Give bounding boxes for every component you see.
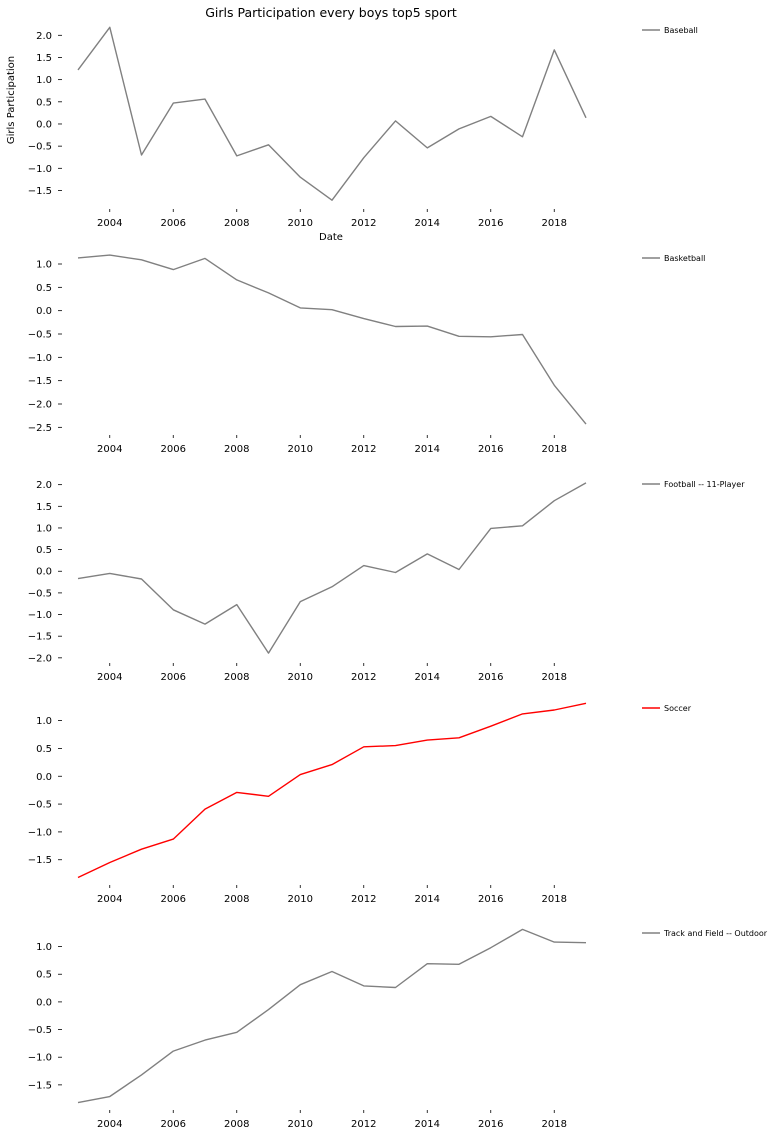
x-tick-label: 2014 [415, 444, 440, 455]
y-tick-label: 0.0 [36, 997, 52, 1008]
y-tick-label: 1.0 [36, 260, 52, 271]
subplot-4: −1.5 −1.0 −0.5 0.0 0.5 1.0 2004 2006 2008 2010 201… [28, 702, 692, 905]
x-tick-label: 2014 [415, 672, 440, 683]
x-tick-label: 2014 [415, 894, 440, 905]
x-tick-label: 2004 [97, 218, 122, 229]
y-tick-label: −0.5 [28, 1025, 52, 1036]
y-tick-label: −0.5 [28, 588, 52, 599]
legend-label: Soccer [664, 704, 692, 713]
x-tick-label: 2012 [351, 1119, 376, 1130]
y-tick-label: −1.5 [28, 376, 52, 387]
x-tick-label: 2016 [478, 894, 503, 905]
y-tick-label: 0.5 [36, 97, 52, 108]
y-tick-label: −1.5 [28, 855, 52, 866]
x-tick-label: 2012 [351, 218, 376, 229]
x-tick-label: 2016 [478, 1119, 503, 1130]
chart-title: Girls Participation every boys top5 spor… [205, 5, 457, 20]
x-tick-label: 2010 [288, 218, 313, 229]
x-tick-label: 2008 [224, 894, 249, 905]
y-tick-label: 1.0 [36, 716, 52, 727]
y-tick-label: −2.5 [28, 423, 52, 434]
y-tick-label: −0.5 [28, 142, 52, 153]
x-tick-label: 2006 [161, 672, 186, 683]
subplot-1: Girls Participation every boys top5 spor… [6, 5, 698, 243]
y-tick-label: 0.5 [36, 970, 52, 981]
subplot-3: −2.0 −1.5 −1.0 −0.5 0.0 0.5 1.0 1.5 2.0 2004 2006 2… [28, 480, 745, 683]
y-tick-label: 1.0 [36, 75, 52, 86]
y-tick-label: 0.0 [36, 306, 52, 317]
x-tick-label: 2012 [351, 672, 376, 683]
x-tick-label: 2010 [288, 1119, 313, 1130]
y-tick-label: 0.0 [36, 567, 52, 578]
y-tick-label: 0.0 [36, 119, 52, 130]
y-tick-label: −1.0 [28, 610, 52, 621]
series-line-baseball [77, 26, 587, 201]
y-tick-label: −0.5 [28, 800, 52, 811]
y-tick-label: 0.5 [36, 744, 52, 755]
subplot-2: −2.5 −2.0 −1.5 −1.0 −0.5 0.0 0.5 1.0 2004 2006 200… [28, 254, 706, 455]
y-tick-label: −1.5 [28, 632, 52, 643]
y-tick-label: 2.0 [36, 31, 52, 42]
x-tick-label: 2012 [351, 894, 376, 905]
x-tick-label: 2006 [161, 1119, 186, 1130]
x-tick-label: 2008 [224, 218, 249, 229]
y-tick-label: −1.0 [28, 827, 52, 838]
x-tick-label: 2004 [97, 894, 122, 905]
series-line-football-11-player [77, 482, 587, 654]
x-tick-label: 2016 [478, 672, 503, 683]
series-line-basketball [77, 254, 587, 425]
y-tick-label: 0.0 [36, 772, 52, 783]
x-tick-label: 2012 [351, 444, 376, 455]
x-tick-label: 2018 [542, 1119, 567, 1130]
y-tick-label: −1.0 [28, 353, 52, 364]
x-tick-label: 2006 [161, 218, 186, 229]
y-tick-label: 0.5 [36, 545, 52, 556]
y-tick-label: −1.5 [28, 186, 52, 197]
x-tick-label: 2004 [97, 672, 122, 683]
legend-label: Football -- 11-Player [664, 480, 745, 489]
x-tick-label: 2018 [542, 444, 567, 455]
y-tick-label: 1.0 [36, 942, 52, 953]
x-tick-label: 2018 [542, 672, 567, 683]
x-tick-label: 2010 [288, 894, 313, 905]
y-tick-label: 1.5 [36, 53, 52, 64]
x-tick-label: 2004 [97, 444, 122, 455]
y-tick-label: 1.0 [36, 523, 52, 534]
x-tick-label: 2014 [415, 1119, 440, 1130]
y-tick-label: −0.5 [28, 330, 52, 341]
y-tick-label: 0.5 [36, 283, 52, 294]
subplot-5: −1.5 −1.0 −0.5 0.0 0.5 1.0 2004 2006 2008 2010 201… [28, 928, 768, 1130]
legend-label: Track and Field -- Outdoor [663, 929, 768, 938]
y-tick-label: −1.0 [28, 164, 52, 175]
x-tick-label: 2006 [161, 894, 186, 905]
y-tick-label: 1.5 [36, 502, 52, 513]
x-tick-label: 2008 [224, 1119, 249, 1130]
y-tick-label: 2.0 [36, 480, 52, 491]
series-line-soccer [77, 702, 587, 879]
x-tick-label: 2014 [415, 218, 440, 229]
x-tick-label: 2016 [478, 444, 503, 455]
x-tick-label: 2018 [542, 894, 567, 905]
x-tick-label: 2016 [478, 218, 503, 229]
y-tick-label: −2.0 [28, 400, 52, 411]
x-tick-label: 2010 [288, 672, 313, 683]
x-tick-label: 2008 [224, 444, 249, 455]
x-tick-label: 2006 [161, 444, 186, 455]
x-axis-label: Date [319, 232, 343, 243]
legend-label: Baseball [664, 26, 698, 35]
x-tick-label: 2008 [224, 672, 249, 683]
y-axis-label: Girls Participation [6, 56, 17, 144]
y-tick-label: −1.5 [28, 1080, 52, 1091]
x-tick-label: 2010 [288, 444, 313, 455]
legend-label: Basketball [664, 254, 705, 263]
x-tick-label: 2004 [97, 1119, 122, 1130]
x-tick-label: 2018 [542, 218, 567, 229]
y-tick-label: −2.0 [28, 653, 52, 664]
series-line-track-and-field-outdoor [77, 928, 587, 1104]
y-tick-label: −1.0 [28, 1053, 52, 1064]
